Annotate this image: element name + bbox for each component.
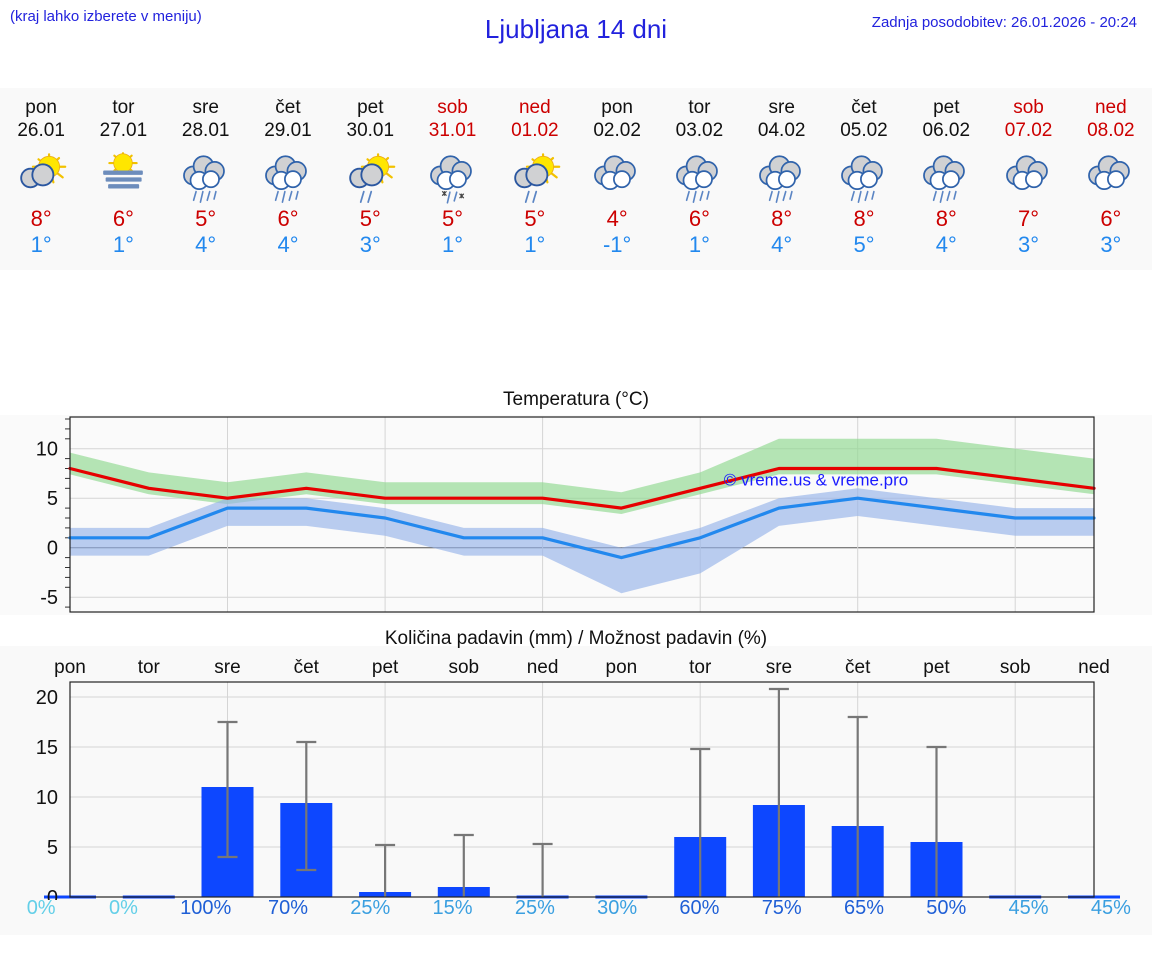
svg-text:-5: -5 bbox=[40, 587, 58, 609]
svg-text:pon: pon bbox=[54, 657, 86, 678]
svg-text:© vreme.us & vreme.pro: © vreme.us & vreme.pro bbox=[724, 470, 908, 489]
svg-text:10: 10 bbox=[36, 439, 58, 461]
svg-text:pet: pet bbox=[923, 657, 950, 678]
svg-text:5: 5 bbox=[47, 837, 58, 859]
svg-text:tor: tor bbox=[138, 657, 161, 678]
svg-text:15: 15 bbox=[36, 737, 58, 759]
svg-text:5: 5 bbox=[47, 488, 58, 510]
svg-text:10: 10 bbox=[36, 787, 58, 809]
svg-text:sre: sre bbox=[766, 657, 792, 678]
svg-text:0: 0 bbox=[47, 538, 58, 560]
svg-text:pet: pet bbox=[372, 657, 399, 678]
svg-text:ned: ned bbox=[527, 657, 559, 678]
svg-text:pon: pon bbox=[606, 657, 638, 678]
svg-text:sob: sob bbox=[1000, 657, 1031, 678]
svg-text:čet: čet bbox=[845, 657, 871, 678]
svg-text:sob: sob bbox=[448, 657, 479, 678]
svg-text:tor: tor bbox=[689, 657, 712, 678]
svg-text:sre: sre bbox=[214, 657, 240, 678]
svg-text:čet: čet bbox=[294, 657, 320, 678]
svg-text:ned: ned bbox=[1078, 657, 1110, 678]
svg-text:20: 20 bbox=[36, 687, 58, 709]
